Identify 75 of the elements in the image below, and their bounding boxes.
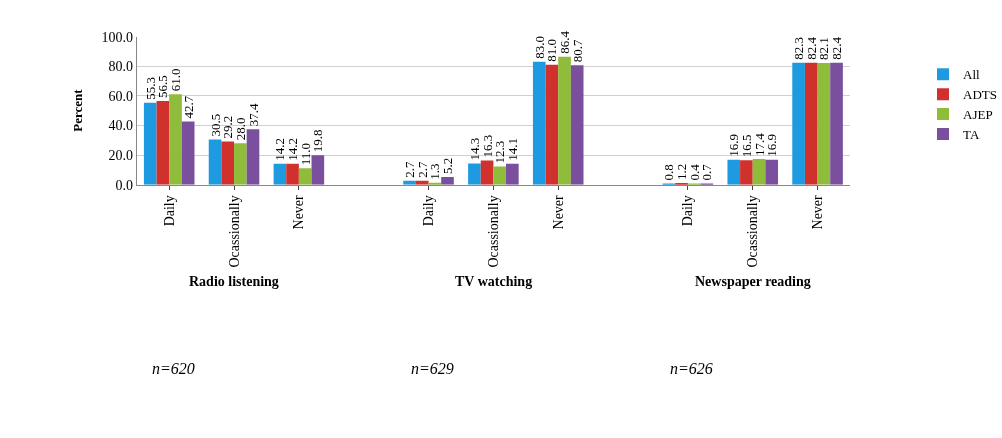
data-label: 82.1	[816, 37, 832, 61]
bar	[246, 129, 260, 185]
bar	[286, 163, 299, 185]
data-label: 81.0	[544, 38, 560, 62]
data-label: 16.3	[479, 134, 495, 158]
data-label: 42.7	[180, 95, 196, 119]
bar	[181, 121, 195, 185]
y-tick-label: 20.0	[108, 147, 133, 163]
legend-label: TA	[963, 127, 980, 143]
data-label: 5.2	[440, 157, 456, 174]
bar	[480, 160, 494, 185]
text: n=620	[152, 360, 195, 377]
bar	[558, 56, 571, 185]
bar	[298, 168, 312, 185]
bar	[830, 62, 843, 185]
legend-label: All	[963, 67, 980, 83]
bar	[441, 176, 454, 185]
bar	[727, 159, 741, 185]
bar	[208, 139, 222, 185]
x-tick-label: Ocassionally	[226, 195, 242, 268]
bar	[143, 102, 157, 185]
data-label: 37.4	[245, 103, 261, 127]
bar	[506, 163, 519, 185]
text: Newspaper reading	[695, 274, 811, 289]
bar	[765, 159, 779, 185]
bar	[792, 62, 805, 185]
data-label: 19.8	[310, 129, 326, 153]
data-label: 17.4	[751, 132, 767, 156]
x-tick-label: Ocassionally	[485, 195, 501, 268]
data-label: 30.5	[207, 113, 223, 137]
data-label: 82.4	[829, 36, 845, 60]
data-label: 61.0	[168, 68, 184, 92]
data-label: 55.3	[142, 77, 158, 100]
bar	[234, 143, 247, 185]
text: n=626	[670, 360, 713, 377]
data-label: 83.0	[531, 36, 547, 59]
x-tick-label: Never	[550, 194, 566, 230]
bar	[493, 166, 507, 185]
y-axis-title: Percent	[70, 88, 86, 132]
bar	[570, 65, 584, 185]
legend-label: ADTS	[963, 87, 997, 103]
bar	[221, 141, 235, 185]
data-label: 16.9	[764, 133, 780, 157]
bar	[532, 61, 546, 185]
text: n=629	[411, 360, 454, 377]
bar	[740, 160, 753, 185]
x-tick-label: Never	[291, 194, 307, 230]
y-tick-label: 80.0	[108, 59, 133, 75]
data-label: 0.8	[661, 164, 677, 181]
data-label: 0.7	[699, 163, 715, 181]
x-tick-label: Daily	[421, 195, 437, 227]
data-label: 14.2	[272, 137, 288, 161]
y-tick-label: 60.0	[108, 88, 133, 104]
bar	[169, 94, 182, 185]
bar	[273, 163, 287, 185]
x-tick-label: Daily	[161, 195, 177, 227]
bar	[804, 62, 818, 185]
bar	[156, 101, 170, 185]
data-label: 56.5	[155, 75, 171, 99]
bar	[468, 163, 481, 185]
x-tick-label: Never	[810, 194, 826, 230]
data-label: 14.3	[466, 137, 482, 161]
text: TV watching	[455, 274, 533, 289]
y-tick-label: 100.0	[101, 29, 133, 45]
x-tick-label: Ocassionally	[745, 195, 761, 268]
y-tick-label: 0.0	[115, 177, 133, 193]
x-tick-label: Daily	[680, 195, 696, 227]
bar	[817, 63, 831, 185]
y-tick-label: 40.0	[108, 118, 133, 134]
bar	[545, 64, 559, 185]
bar	[311, 155, 325, 185]
bar	[752, 158, 766, 185]
text: Radio listening	[189, 274, 279, 289]
legend-label: AJEP	[963, 107, 993, 123]
data-label: 1.3	[427, 163, 443, 180]
